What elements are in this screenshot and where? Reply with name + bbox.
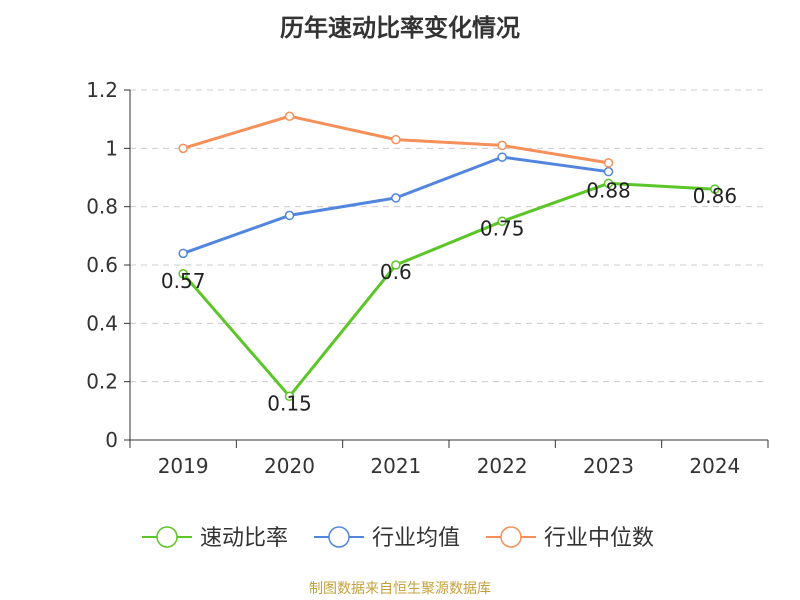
legend-label: 行业均值 bbox=[372, 526, 460, 551]
source-note: 制图数据来自恒生聚源数据库 bbox=[309, 581, 491, 597]
y-tick-label: 0.6 bbox=[86, 253, 118, 277]
legend-item-1: 速动比率 bbox=[142, 526, 288, 551]
y-tick-label: 0 bbox=[105, 428, 118, 452]
x-tick-label: 2021 bbox=[370, 454, 421, 478]
data-label: 0.15 bbox=[267, 391, 312, 415]
y-tick-label: 1.2 bbox=[86, 78, 118, 102]
legend-marker bbox=[156, 526, 178, 548]
legend-marker bbox=[500, 526, 522, 548]
data-point bbox=[603, 166, 614, 177]
data-point bbox=[603, 178, 614, 189]
data-label: 0.88 bbox=[586, 178, 631, 202]
series bbox=[178, 111, 720, 401]
data-point bbox=[178, 248, 188, 259]
series-line-1 bbox=[182, 181, 715, 398]
data-label: 0.6 bbox=[380, 260, 412, 284]
x-tick-label: 2024 bbox=[689, 454, 740, 478]
y-tick-label: 0.4 bbox=[86, 311, 118, 335]
legend-item-3: 行业中位数 bbox=[486, 526, 654, 551]
data-point bbox=[710, 184, 720, 194]
data-point bbox=[497, 140, 507, 151]
x-tick-label: 2023 bbox=[583, 454, 634, 478]
legend-item-2: 行业均值 bbox=[314, 526, 460, 551]
data-point bbox=[178, 269, 188, 279]
y-tick-label: 0.8 bbox=[86, 195, 118, 219]
data-labels: 0.57 0.15 0.6 0.75 0.88 0.86 bbox=[161, 178, 737, 415]
y-tick-label: 0.2 bbox=[86, 370, 118, 394]
data-point bbox=[391, 260, 401, 270]
data-point bbox=[178, 143, 188, 154]
data-point bbox=[603, 158, 614, 168]
data-label: 0.86 bbox=[693, 184, 738, 208]
legend-label: 速动比率 bbox=[200, 526, 288, 551]
x-tick-label: 2019 bbox=[158, 454, 209, 478]
data-point bbox=[391, 193, 401, 203]
y-tick-label: 1 bbox=[105, 136, 118, 160]
data-point bbox=[391, 134, 401, 145]
data-point bbox=[497, 216, 507, 226]
legend: 速动比率 行业均值 行业中位数 bbox=[142, 526, 654, 551]
axes: 0 0.2 0.4 0.6 0.8 1 1.2 2019 2020 2021 2022 2023 202… bbox=[86, 78, 769, 478]
data-point bbox=[284, 111, 295, 121]
data-point bbox=[284, 391, 295, 401]
x-tick-label: 2020 bbox=[264, 454, 315, 478]
legend-label: 行业中位数 bbox=[544, 526, 654, 551]
data-label: 0.57 bbox=[161, 269, 206, 293]
data-point bbox=[284, 210, 295, 221]
gridlines bbox=[130, 89, 768, 383]
x-tick-label: 2022 bbox=[477, 454, 528, 478]
data-point bbox=[497, 152, 507, 162]
data-label: 0.75 bbox=[480, 216, 525, 240]
chart-title: 历年速动比率变化情况 bbox=[280, 14, 520, 42]
legend-marker bbox=[328, 526, 350, 548]
